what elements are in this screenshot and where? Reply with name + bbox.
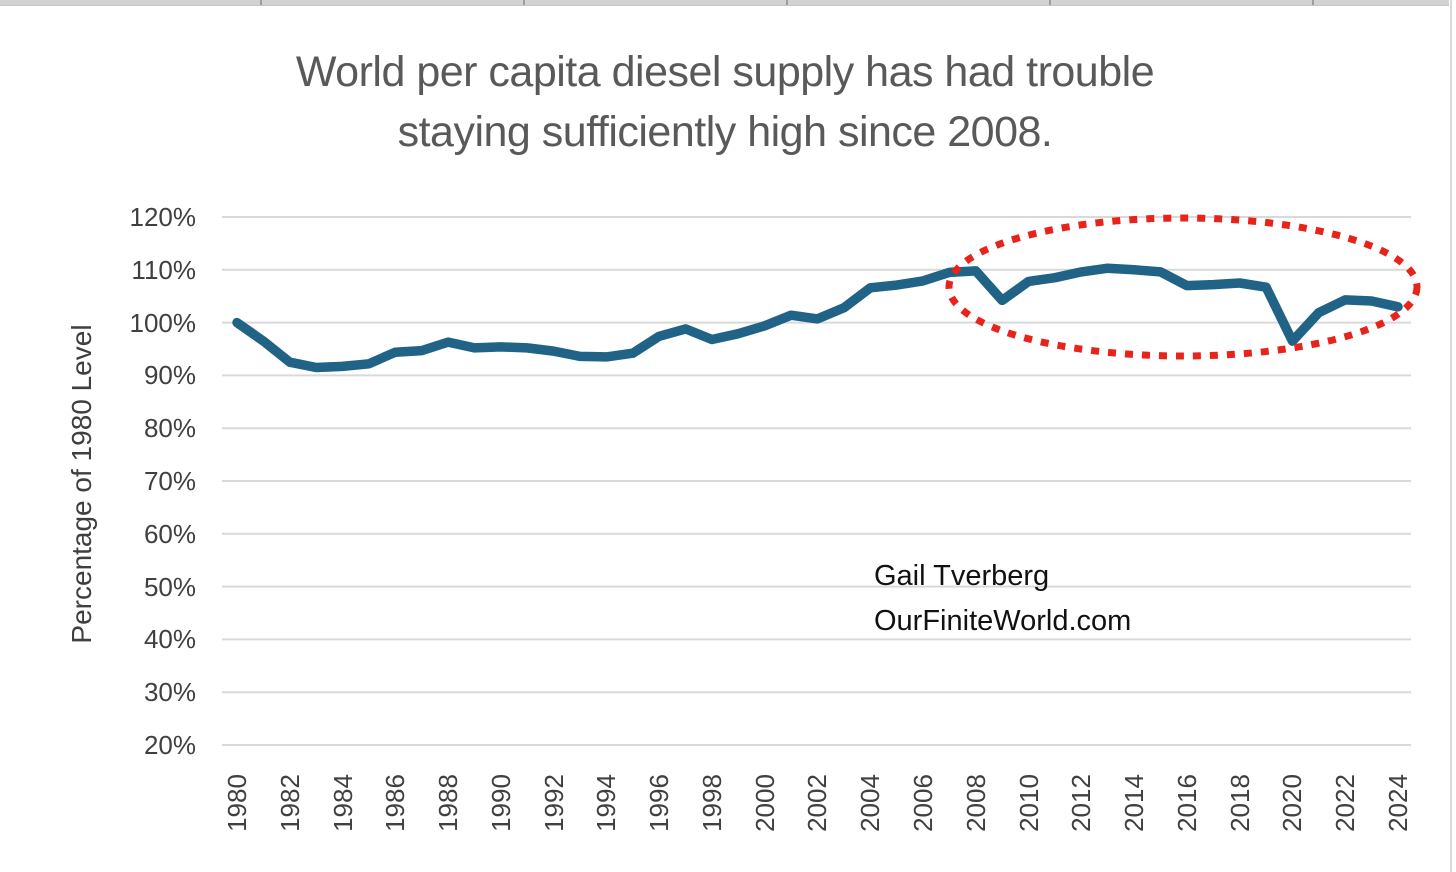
attribution: Gail Tverberg OurFiniteWorld.com bbox=[874, 554, 1131, 644]
y-tick-label: 60% bbox=[143, 518, 196, 549]
y-tick-label: 90% bbox=[143, 360, 196, 391]
y-tick-label: 20% bbox=[143, 730, 196, 760]
y-tick-label: 110% bbox=[131, 254, 196, 285]
column-divider bbox=[1312, 0, 1314, 5]
y-tick-label: 120% bbox=[129, 202, 197, 232]
y-tick-label: 50% bbox=[143, 571, 196, 602]
spreadsheet-top-border bbox=[0, 0, 1449, 6]
highlight-ellipse-annotation bbox=[945, 214, 1421, 360]
column-divider bbox=[260, 0, 262, 5]
column-divider bbox=[786, 0, 788, 5]
y-tick-label: 30% bbox=[143, 677, 196, 708]
y-tick-label: 80% bbox=[143, 413, 196, 444]
chart-title-line2: staying sufficiently high since 2008. bbox=[397, 108, 1053, 156]
y-tick-label: 40% bbox=[143, 624, 196, 655]
attribution-author: Gail Tverberg bbox=[874, 560, 1050, 592]
horizontal-gridlines bbox=[222, 216, 1411, 746]
column-divider bbox=[1049, 0, 1051, 5]
y-tick-label: 100% bbox=[129, 307, 197, 338]
attribution-site: OurFiniteWorld.com bbox=[874, 605, 1132, 637]
column-divider bbox=[523, 0, 525, 5]
chart-title-line1: World per capita diesel supply has had t… bbox=[295, 48, 1155, 96]
y-tick-label: 70% bbox=[143, 466, 196, 496]
chart-title: World per capita diesel supply has had t… bbox=[0, 42, 1450, 162]
diesel-supply-line bbox=[232, 263, 1403, 373]
window-right-border bbox=[1450, 0, 1452, 872]
